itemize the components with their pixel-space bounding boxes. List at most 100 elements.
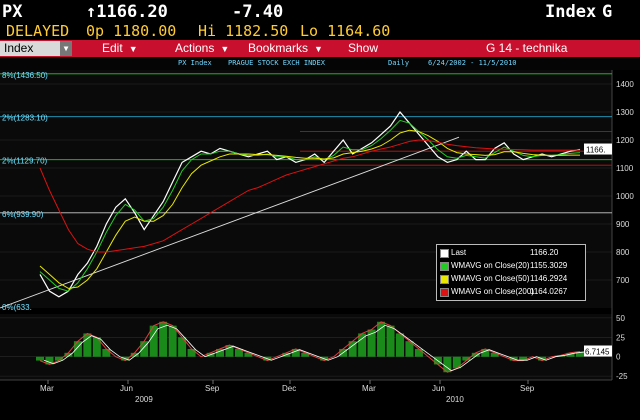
oscillator-bar xyxy=(159,321,168,357)
oscillator-bar xyxy=(168,325,177,357)
legend-item: Last 1166.20 xyxy=(440,247,582,258)
legend-name: WMAVG on Close(20) xyxy=(451,261,530,270)
last-price: ↑1166.20 xyxy=(86,2,168,22)
legend-swatch xyxy=(440,275,449,284)
legend-value: 1146.2924 xyxy=(530,274,568,283)
oscillator-last-tag xyxy=(584,345,612,357)
oscillator-bar xyxy=(64,352,73,357)
oscillator-signal-line xyxy=(39,321,581,373)
oscillator-tick-label: 25 xyxy=(616,333,625,342)
y-axis-tick-label: 700 xyxy=(616,276,630,285)
open-price: 0p 1180.00 xyxy=(86,22,177,40)
y-axis-tick-label: 1200 xyxy=(616,136,634,145)
chevron-down-icon[interactable]: ▼ xyxy=(60,41,72,56)
price-change: -7.40 xyxy=(232,2,284,22)
legend-swatch xyxy=(440,288,449,297)
page-letter: G xyxy=(602,2,613,22)
oscillator-bar xyxy=(291,348,300,357)
x-axis-tick-label: Jun xyxy=(120,384,133,393)
show-menu-label: Show xyxy=(348,41,379,55)
oscillator-bar xyxy=(187,348,196,357)
frequency-label: Daily xyxy=(388,59,410,67)
bookmarks-menu[interactable]: Bookmarks ▼ xyxy=(248,40,323,57)
fib-level-label: 2%(1283.10) xyxy=(2,114,48,123)
bookmarks-menu-label: Bookmarks xyxy=(248,41,309,55)
oscillator-bar xyxy=(367,329,376,357)
security-type-select[interactable]: Index xyxy=(0,41,62,56)
edit-menu-label: Edit xyxy=(102,41,123,55)
low-price: Lo 1164.60 xyxy=(300,22,391,40)
legend-value: 1155.3029 xyxy=(530,261,568,270)
oscillator-bar xyxy=(566,352,575,357)
x-axis-tick-label: Sep xyxy=(520,384,535,393)
oscillator-last-label: 6.7145 xyxy=(585,348,610,357)
oscillator-bar xyxy=(414,348,423,357)
ticker-symbol: PX xyxy=(2,2,23,22)
exchange-name: PRAGUE STOCK EXCH INDEX xyxy=(228,59,325,67)
oscillator-bar xyxy=(244,352,253,357)
oscillator-bar xyxy=(443,356,452,373)
legend-item: WMAVG on Close(200) 1164.0267 xyxy=(440,286,582,297)
legend-value: 1164.0267 xyxy=(530,287,568,296)
legend-name: Last xyxy=(451,248,467,257)
chart-subheader: PX Index PRAGUE STOCK EXCH INDEX Daily 6… xyxy=(0,58,640,70)
last-value-label: 1166. xyxy=(586,146,605,155)
security-type: Index xyxy=(545,2,597,22)
page-title: G 14 - technika xyxy=(486,41,568,55)
oscillator-bar xyxy=(481,348,490,357)
oscillator-bar xyxy=(92,337,101,357)
oscillator-bar xyxy=(576,351,584,357)
fib-level-label: 2%(1129.70) xyxy=(2,157,48,166)
actions-menu[interactable]: Actions ▼ xyxy=(175,40,229,57)
chevron-down-icon: ▼ xyxy=(314,44,323,54)
x-axis-tick-label: Mar xyxy=(362,384,376,393)
date-range: 6/24/2002 - 11/5/2010 xyxy=(428,59,517,67)
oscillator-bar xyxy=(471,352,480,357)
oscillator-bar xyxy=(102,348,111,357)
oscillator-bar xyxy=(130,352,139,357)
price-series xyxy=(39,111,581,298)
legend-item: WMAVG on Close(20) 1155.3029 xyxy=(440,260,582,271)
show-menu[interactable]: Show xyxy=(348,40,378,57)
oscillator-tick-label: -25 xyxy=(616,372,628,381)
legend-name: WMAVG on Close(200) xyxy=(451,287,534,296)
ma200-series xyxy=(39,139,580,253)
legend-swatch xyxy=(440,262,449,271)
x-axis-tick-label: Mar xyxy=(40,384,54,393)
delayed-status: DELAYED xyxy=(6,22,70,40)
oscillator-bar xyxy=(348,341,357,357)
y-axis-tick-label: 1400 xyxy=(616,80,634,89)
legend-value: 1166.20 xyxy=(530,248,559,257)
oscillator-bar xyxy=(149,325,158,357)
oscillator-bar xyxy=(452,356,461,369)
oscillator-bar xyxy=(301,352,310,357)
x-axis-tick-label: Dec xyxy=(282,384,296,393)
x-axis-year-label: 2009 xyxy=(135,395,153,404)
y-axis-tick-label: 900 xyxy=(616,220,630,229)
oscillator-bar xyxy=(490,352,499,357)
edit-menu[interactable]: Edit ▼ xyxy=(102,40,138,57)
last-value-tag xyxy=(584,143,612,155)
chevron-down-icon: ▼ xyxy=(128,44,138,54)
y-axis-tick-label: 800 xyxy=(616,248,630,257)
security-name: PX Index xyxy=(178,59,212,67)
oscillator-bar xyxy=(225,345,234,357)
oscillator-pane xyxy=(0,314,612,380)
fib-level-label: 0%(633. xyxy=(2,303,32,312)
oscillator-bar xyxy=(377,321,386,357)
y-axis-tick-label: 1100 xyxy=(616,164,634,173)
chart-legend: Last 1166.20 WMAVG on Close(20) 1155.3029 WM… xyxy=(436,244,586,301)
oscillator-bar xyxy=(386,325,395,357)
oscillator-bar xyxy=(216,348,224,357)
oscillator-bar xyxy=(234,348,243,357)
x-axis-year-label: 2010 xyxy=(446,395,464,404)
x-axis-tick-label: Sep xyxy=(205,384,220,393)
actions-menu-label: Actions xyxy=(175,41,215,55)
y-axis-tick-label: 1300 xyxy=(616,108,634,117)
oscillator-bar xyxy=(45,356,54,365)
oscillator-bar xyxy=(36,356,44,361)
quote-header: PX ↑1166.20 -7.40 Index G DELAYED 0p 118… xyxy=(0,0,640,40)
fib-level-label: 6%(939.90) xyxy=(2,210,44,219)
chevron-down-icon: ▼ xyxy=(220,44,230,54)
oscillator-bar xyxy=(462,356,471,361)
